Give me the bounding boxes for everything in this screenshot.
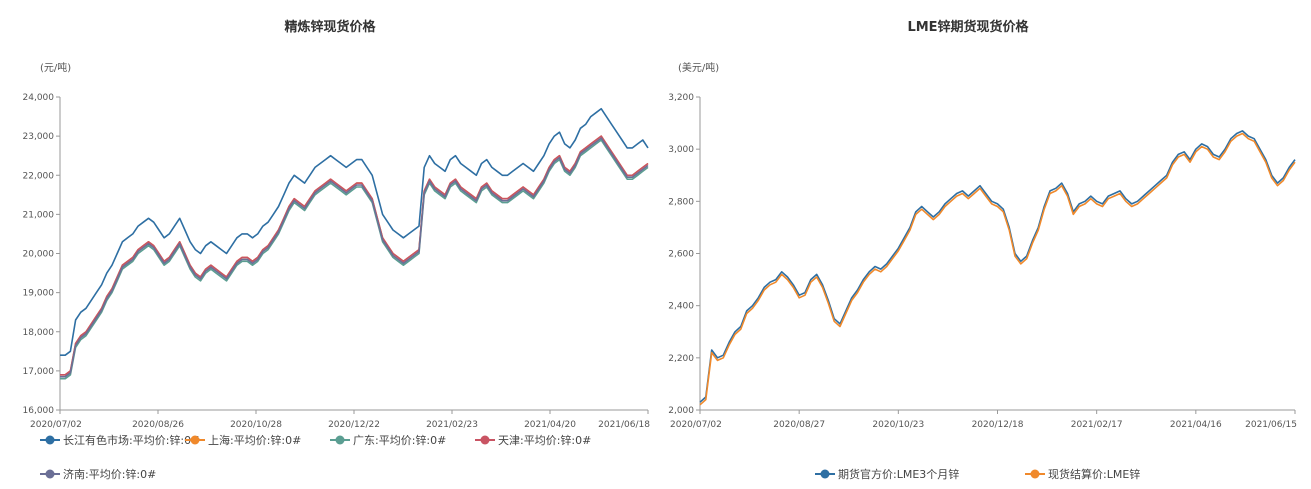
x-tick-label: 2020/08/27 [773,420,825,430]
y-tick-label: 17,000 [23,367,55,377]
zinc-spot-price-chart: 精炼锌现货价格 (元/吨) 16,000 17,000 18,000 19,000 20… [23,19,651,481]
x-tick-label: 2020/10/23 [872,420,924,430]
x-axis-ticks: 2020/07/02 2020/08/26 2020/10/28 2020/12/22… [30,410,650,430]
y-tick-label: 2,400 [668,302,694,312]
y-tick-label: 2,200 [668,354,694,364]
y-tick-label: 3,000 [668,145,694,155]
y-axis-ticks: 2,000 2,200 2,400 2,600 2,800 3,000 3,200 [668,93,700,416]
legend-item[interactable]: 期货官方价:LME3个月锌 [815,467,959,481]
x-tick-label: 2020/07/02 [670,420,722,430]
y-tick-label: 2,000 [668,406,694,416]
legend-swatch-dot [1030,469,1040,479]
legend-item[interactable]: 济南:平均价:锌:0# [40,467,156,481]
series-line [60,107,649,357]
y-axis-ticks: 16,000 17,000 18,000 19,000 20,000 21,000 22,0… [23,93,60,416]
y-axis-unit-label: (元/吨) [40,61,71,74]
legend-item[interactable]: 长江有色市场:平均价:锌:0# [40,433,200,447]
legend-swatch-dot [190,435,200,445]
y-tick-label: 3,200 [668,93,694,103]
x-tick-label: 2021/06/15 [1245,420,1297,430]
legend-swatch-dot [45,469,55,479]
legend-item[interactable]: 现货结算价:LME锌 [1025,467,1140,481]
legend-label: 现货结算价:LME锌 [1048,467,1140,481]
x-tick-label: 2020/12/18 [972,420,1024,430]
y-tick-label: 22,000 [23,171,55,181]
legend-label: 上海:平均价:锌:0# [208,433,301,447]
series-line [699,132,1296,406]
x-tick-label: 2021/06/18 [598,420,650,430]
legend-swatch-dot [335,435,345,445]
legend-label: 广东:平均价:锌:0# [353,433,446,447]
series-lines [60,107,649,380]
series-line [60,135,649,376]
y-tick-label: 18,000 [23,328,55,338]
series-line [60,135,649,376]
series-line [60,139,649,380]
x-tick-label: 2020/07/02 [30,420,82,430]
legend: 长江有色市场:平均价:锌:0# 上海:平均价:锌:0# 广东:平均价:锌:0# 天津:… [40,433,591,481]
series-line [60,137,649,378]
legend-label: 济南:平均价:锌:0# [63,467,156,481]
legend: 期货官方价:LME3个月锌 现货结算价:LME锌 [815,467,1140,481]
y-tick-label: 21,000 [23,210,55,220]
legend-swatch-dot [480,435,490,445]
x-tick-label: 2020/12/22 [328,420,380,430]
y-tick-label: 19,000 [23,289,55,299]
lme-zinc-price-chart: LME锌期货现货价格 (美元/吨) 2,0002,2002,4002,6002,… [668,19,1297,481]
legend-label: 长江有色市场:平均价:锌:0# [63,433,200,447]
legend-swatch-dot [820,469,830,479]
x-tick-label: 2020/10/28 [230,420,282,430]
series-line [699,130,1296,403]
chart-title: 精炼锌现货价格 [284,19,376,35]
series-lines [699,130,1296,406]
y-tick-label: 24,000 [23,93,55,103]
y-tick-label: 2,600 [668,250,694,260]
y-tick-label: 16,000 [23,406,55,416]
legend-label: 天津:平均价:锌:0# [498,433,591,447]
legend-item[interactable]: 广东:平均价:锌:0# [330,433,446,447]
x-tick-label: 2021/04/20 [524,420,576,430]
chart-title: LME锌期货现货价格 [907,19,1029,35]
legend-swatch-dot [45,435,55,445]
y-tick-label: 20,000 [23,250,55,260]
x-tick-label: 2021/02/23 [426,420,478,430]
legend-item[interactable]: 天津:平均价:锌:0# [475,433,591,447]
y-tick-label: 2,800 [668,197,694,207]
y-tick-label: 23,000 [23,132,55,142]
x-tick-label: 2021/02/17 [1071,420,1123,430]
x-tick-label: 2020/08/26 [132,420,184,430]
y-axis-unit-label: (美元/吨) [678,61,719,74]
x-tick-label: 2021/04/16 [1170,420,1222,430]
legend-label: 期货官方价:LME3个月锌 [838,467,959,481]
legend-item[interactable]: 上海:平均价:锌:0# [185,433,301,447]
x-axis-ticks: 2020/07/02 2020/08/27 2020/10/23 2020/12/18… [670,410,1297,430]
